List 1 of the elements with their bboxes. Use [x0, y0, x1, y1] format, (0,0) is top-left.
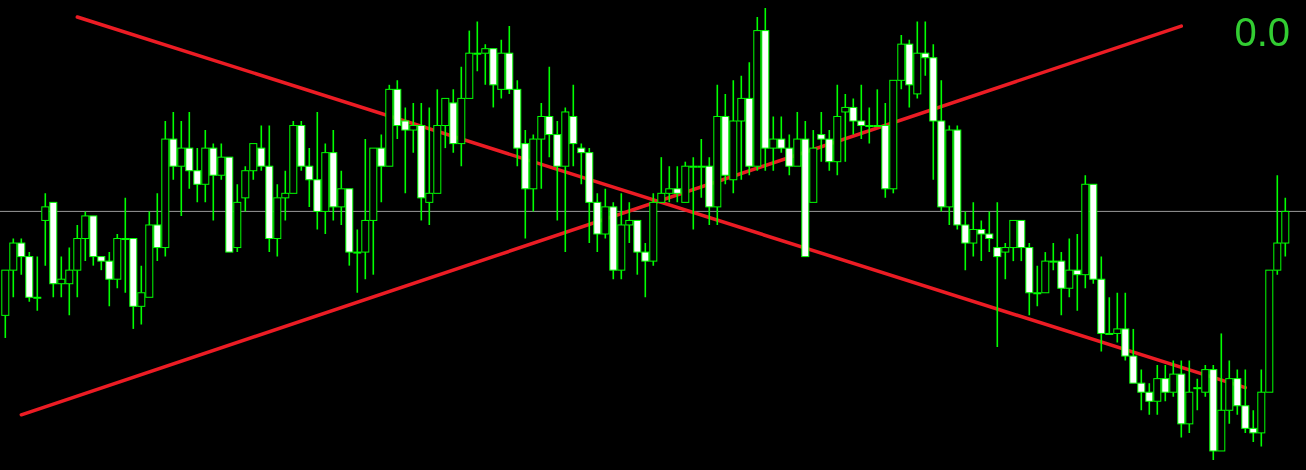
annotation: 0.0	[1234, 10, 1290, 54]
